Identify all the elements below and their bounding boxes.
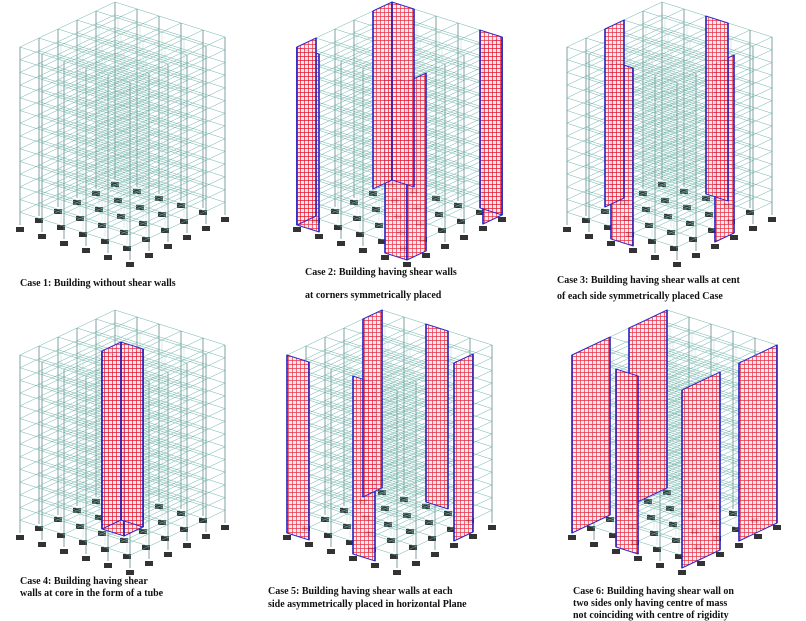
support [293, 227, 301, 232]
support [164, 552, 172, 557]
support [337, 241, 345, 246]
shear-wall [572, 337, 610, 533]
caption-line: side asymmetrically placed in horizontal… [268, 599, 467, 610]
shear-wall [605, 20, 624, 207]
caption-line: Case 1: Building without shear walls [20, 278, 176, 289]
support [221, 217, 229, 222]
support [183, 235, 191, 240]
support [498, 217, 506, 222]
support [305, 542, 313, 547]
shear-wall [102, 342, 121, 529]
support [60, 241, 68, 246]
support [749, 226, 757, 231]
support [488, 525, 496, 530]
support [82, 248, 90, 253]
support [283, 535, 291, 540]
caption-line: at corners symmetrically placed [305, 290, 442, 301]
support [16, 535, 24, 540]
shear-wall [392, 2, 414, 187]
caption-line: Case 3: Building having shear walls at c… [557, 275, 741, 286]
caption-line: Case 4: Building having shear [20, 576, 148, 587]
shear-wall [373, 2, 392, 189]
support [479, 226, 487, 231]
support [60, 549, 68, 554]
shear-wall [706, 16, 728, 201]
support [678, 570, 686, 575]
support [612, 549, 620, 554]
shear-wall [363, 310, 382, 497]
support [183, 543, 191, 548]
support [126, 262, 134, 267]
support [371, 563, 379, 568]
support [202, 534, 210, 539]
support [629, 248, 637, 253]
caption-line: not coinciding with centre of rigidity [573, 610, 729, 621]
support [202, 226, 210, 231]
support [82, 556, 90, 561]
support [692, 253, 700, 258]
caption-line: of each side symmetrically placed Case [557, 291, 723, 302]
caption-line: Case 6: Building having shear wall on [573, 586, 734, 597]
shear-wall [121, 342, 143, 527]
support [104, 255, 112, 260]
support [585, 234, 593, 239]
support [607, 241, 615, 246]
caption-line: Case 5: Building having shear walls at e… [268, 586, 453, 597]
shear-wall [616, 369, 638, 554]
support [38, 234, 46, 239]
support [16, 227, 24, 232]
support [469, 534, 477, 539]
support [164, 244, 172, 249]
frame-member [115, 310, 225, 345]
frame-member [667, 310, 777, 345]
caption-line: Case 2: Building having shear walls [305, 267, 457, 278]
shear-wall [682, 372, 720, 568]
support [716, 552, 724, 557]
frame-member [20, 212, 130, 247]
support [651, 255, 659, 260]
support [359, 248, 367, 253]
support [450, 543, 458, 548]
support [412, 561, 420, 566]
support [773, 525, 781, 530]
shear-wall [480, 30, 502, 215]
support [145, 561, 153, 566]
support [349, 556, 357, 561]
support [754, 534, 762, 539]
support [315, 234, 323, 239]
frame-member [115, 2, 225, 37]
support [563, 227, 571, 232]
support [697, 561, 705, 566]
support [656, 563, 664, 568]
shear-wall [297, 38, 316, 225]
shear-wall [739, 345, 777, 541]
frame-member [115, 15, 225, 50]
support [735, 543, 743, 548]
caption-line: walls at core in the form of a tube [20, 588, 164, 599]
support [422, 253, 430, 258]
support [393, 570, 401, 575]
support [145, 253, 153, 258]
support [431, 552, 439, 557]
support [590, 542, 598, 547]
support [730, 235, 738, 240]
support [381, 255, 389, 260]
shear-wall [287, 355, 309, 540]
figure: Case 1: Building without shear walls Cas… [0, 0, 806, 621]
support [441, 244, 449, 249]
support [568, 535, 576, 540]
support [38, 542, 46, 547]
support [711, 244, 719, 249]
support [104, 563, 112, 568]
shear-wall [454, 354, 473, 541]
caption-line: two sides only having centre of mass [573, 598, 727, 609]
support [673, 262, 681, 267]
support [126, 570, 134, 575]
support [221, 525, 229, 530]
shear-wall [426, 324, 448, 509]
support [634, 556, 642, 561]
support [768, 217, 776, 222]
support [327, 549, 335, 554]
support [460, 235, 468, 240]
